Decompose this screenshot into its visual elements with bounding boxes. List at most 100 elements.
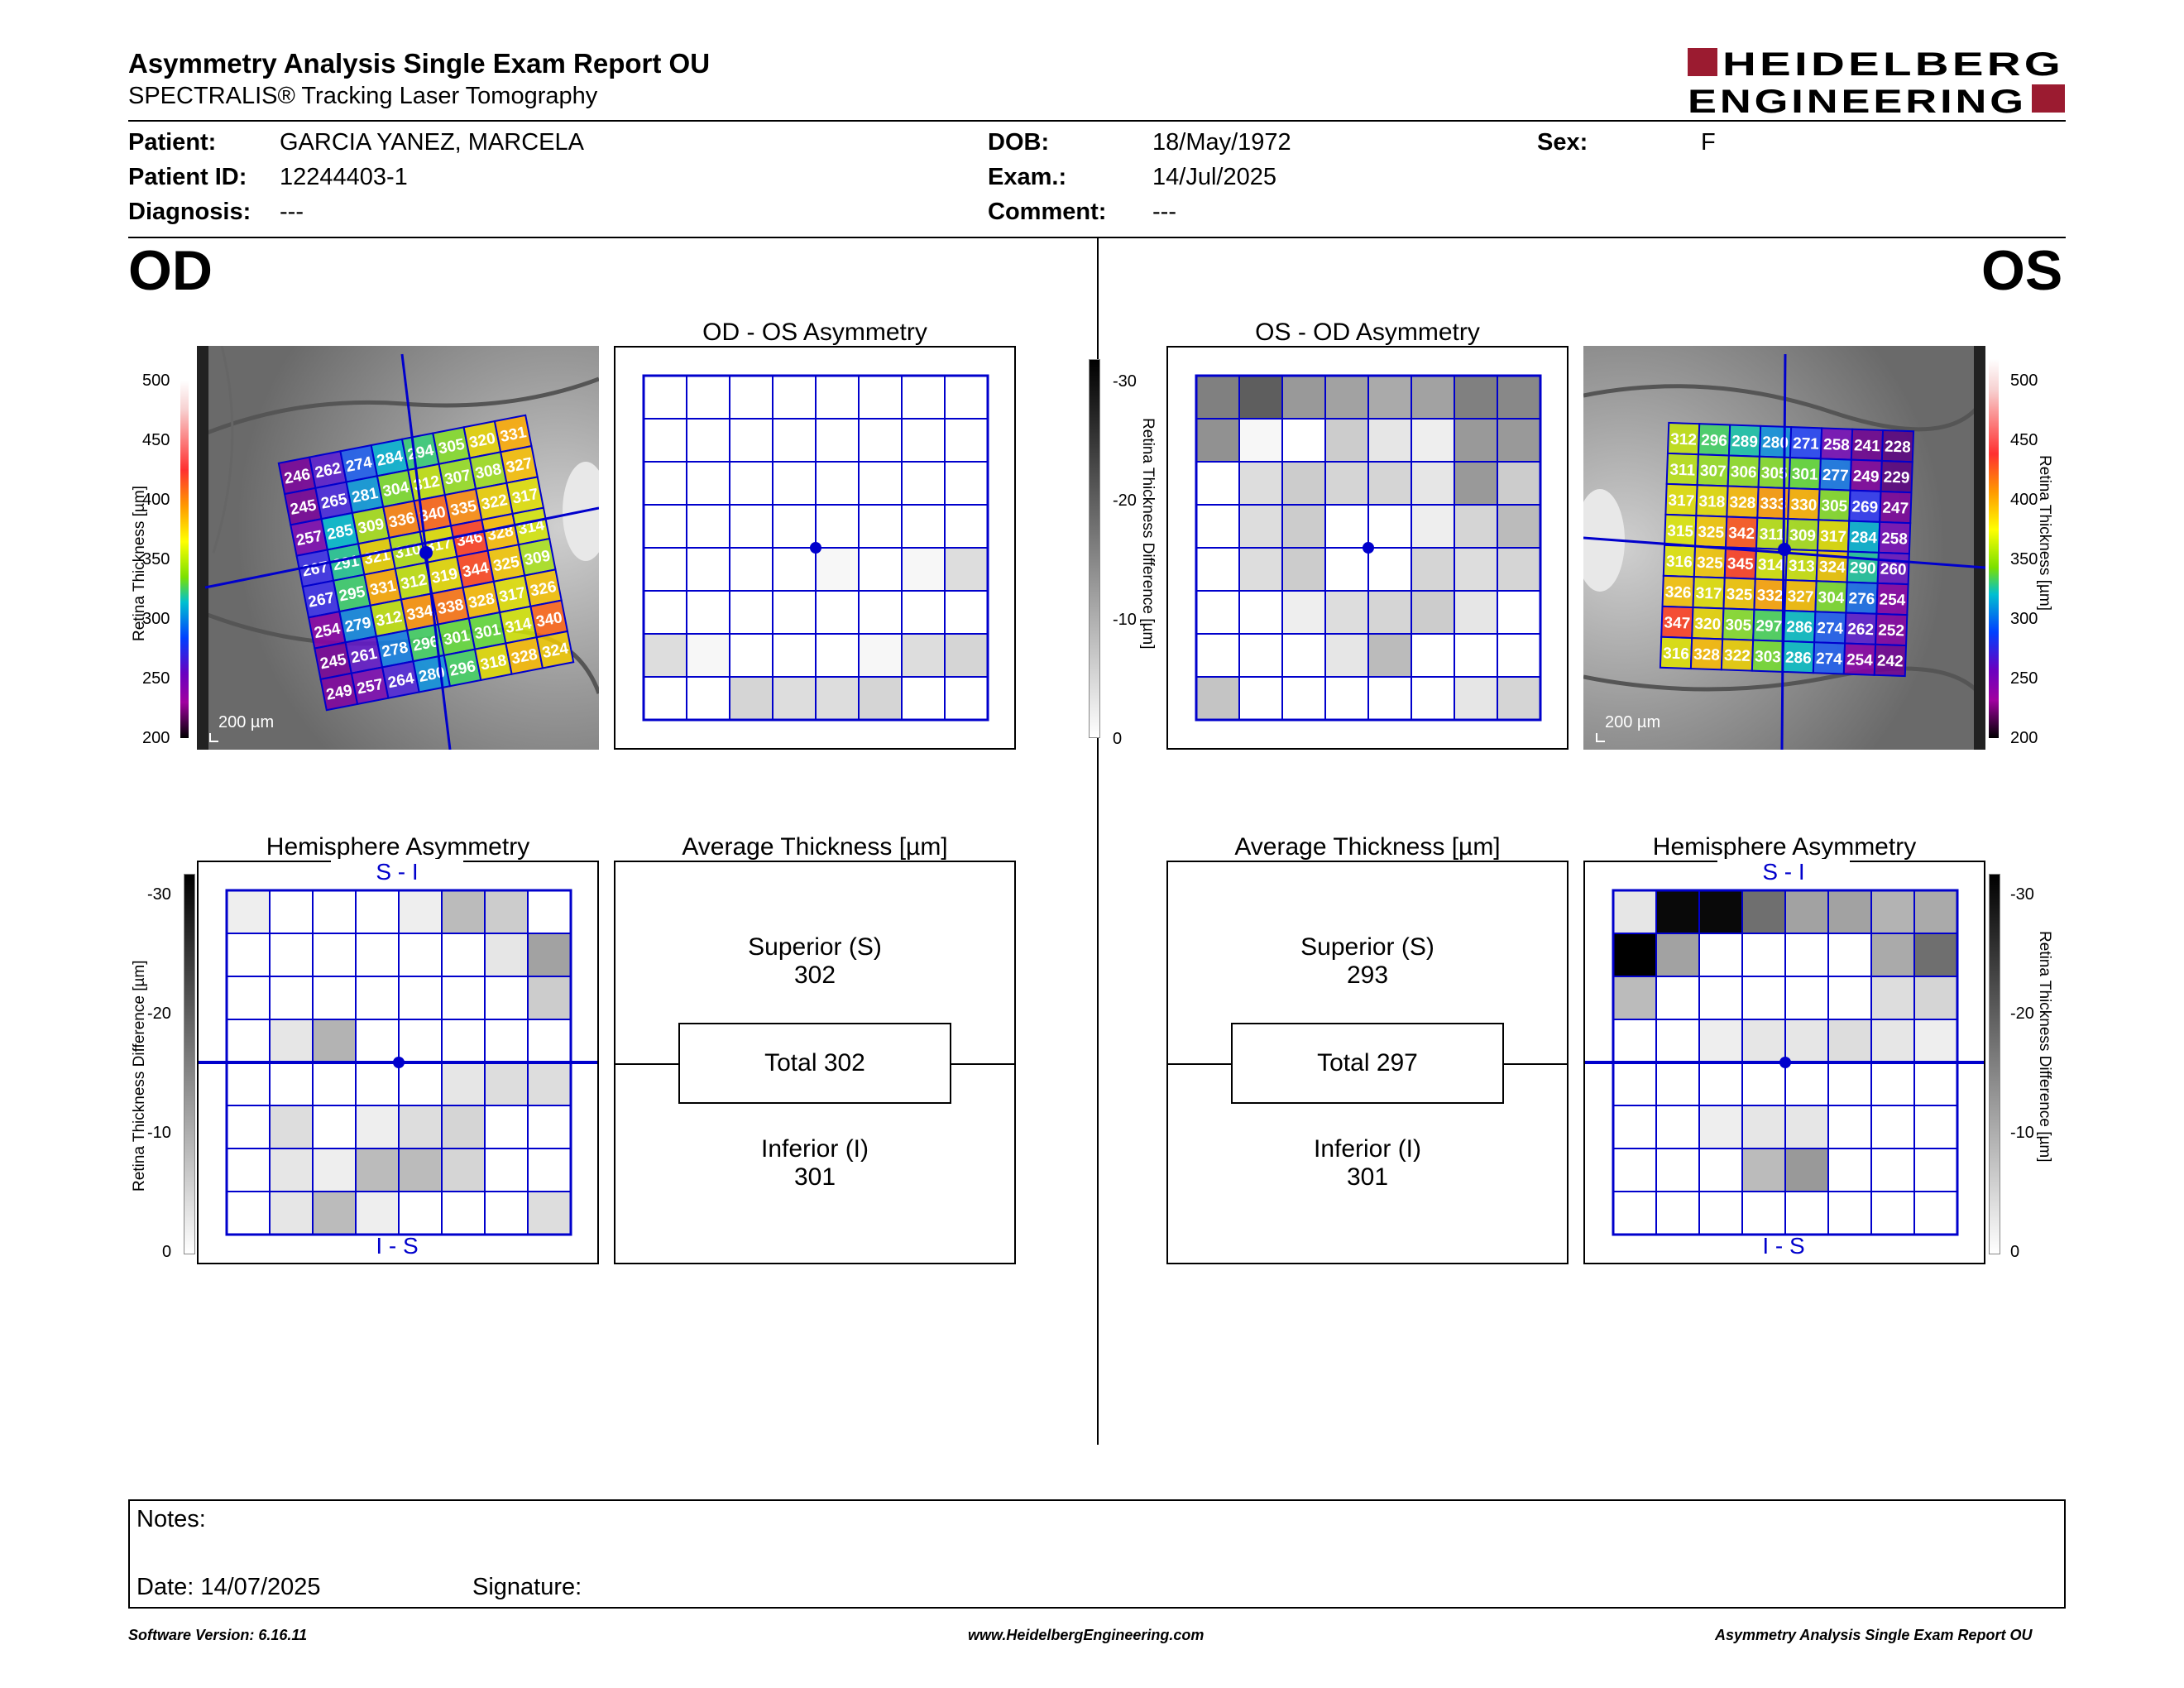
thickness-value: 304 <box>1818 589 1845 607</box>
notes-label: Notes: <box>136 1506 206 1532</box>
asymmetry-cell <box>1367 504 1412 549</box>
asymmetry-cell <box>1367 633 1412 678</box>
od-hemi-tick: 0 <box>162 1243 172 1261</box>
os-hemi-title: Hemisphere Asymmetry <box>1652 833 1917 861</box>
asymmetry-cell <box>1655 1148 1700 1192</box>
asymmetry-cell <box>484 1105 529 1149</box>
thickness-value: 274 <box>1816 650 1843 669</box>
os-superior-value: 293 <box>1346 961 1389 989</box>
od-thk-tick: 400 <box>142 491 170 509</box>
asymmetry-cell <box>1655 1105 1700 1149</box>
asymmetry-cell <box>355 1105 400 1149</box>
asymmetry-cell <box>815 547 860 592</box>
footer-report-name: Asymmetry Analysis Single Exam Report OU <box>1715 1627 2033 1643</box>
asymmetry-cell <box>1741 1191 1786 1235</box>
thickness-value: 305 <box>1725 616 1752 635</box>
center-divider <box>1097 238 1099 1445</box>
asymmetry-cell <box>944 633 989 678</box>
asymmetry-cell <box>1367 375 1412 420</box>
asymmetry-cell <box>1698 890 1743 934</box>
asymmetry-cell <box>944 461 989 506</box>
asymmetry-cell <box>1497 590 1541 635</box>
thickness-value: 303 <box>1755 648 1781 666</box>
od-hemi-panel <box>197 861 599 1264</box>
asymmetry-cell <box>1870 1105 1915 1149</box>
diff-tick: 0 <box>1113 730 1123 748</box>
os-eye-label: OS <box>1981 239 2063 302</box>
asymmetry-cell <box>1324 547 1369 592</box>
asymmetry-cell <box>1410 633 1455 678</box>
asymmetry-cell <box>226 1191 271 1235</box>
od-hemi-title: Hemisphere Asymmetry <box>266 833 530 861</box>
dob-label: DOB: <box>988 129 1050 156</box>
asymmetry-cell <box>772 547 817 592</box>
asymmetry-cell <box>1784 976 1829 1020</box>
asymmetry-cell <box>226 1105 271 1149</box>
asymmetry-cell <box>355 1019 400 1063</box>
asymmetry-cell <box>1324 590 1369 635</box>
thickness-value: 242 <box>1877 652 1904 670</box>
asymmetry-cell <box>1741 933 1786 977</box>
asymmetry-cell <box>729 504 774 549</box>
asymmetry-cell <box>1827 1019 1872 1063</box>
thickness-value: 313 <box>1789 558 1815 576</box>
os-inferior-value: 301 <box>1346 1163 1389 1191</box>
svg-text:ENGINEERING: ENGINEERING <box>1688 84 2027 116</box>
od-avg-title: Average Thickness [µm] <box>682 833 948 861</box>
asymmetry-cell <box>398 1062 443 1106</box>
asymmetry-cell <box>1281 633 1326 678</box>
od-si-label: S - I <box>331 859 463 885</box>
asymmetry-cell <box>1784 1148 1829 1192</box>
asymmetry-cell <box>1784 933 1829 977</box>
asymmetry-cell <box>901 461 946 506</box>
asymmetry-cell <box>226 976 271 1020</box>
asymmetry-cell <box>901 504 946 549</box>
os-hemi-tick: -30 <box>2010 885 2034 904</box>
asymmetry-cell <box>484 1148 529 1192</box>
thickness-value: 269 <box>1851 498 1878 516</box>
asymmetry-cell <box>1913 1019 1958 1063</box>
asymmetry-cell <box>484 1191 529 1235</box>
os-avg-panel: Superior (S) 293 Total 297 Inferior (I) … <box>1166 861 1569 1264</box>
os-hemi-tick: -20 <box>2010 1005 2034 1023</box>
thickness-value: 286 <box>1786 619 1813 637</box>
od-os-asym-panel <box>614 346 1016 750</box>
asymmetry-cell <box>686 461 730 506</box>
os-avg-title: Average Thickness [µm] <box>1234 833 1501 861</box>
asymmetry-cell <box>1698 1148 1743 1192</box>
website-url[interactable]: www.HeidelbergEngineering.com <box>968 1627 1205 1643</box>
asymmetry-cell <box>1612 1062 1657 1106</box>
asymmetry-cell <box>398 976 443 1020</box>
asymmetry-cell <box>1410 504 1455 549</box>
asymmetry-cell <box>1410 418 1455 463</box>
os-thk-tick: 200 <box>2010 729 2038 747</box>
asymmetry-cell <box>1784 890 1829 934</box>
asymmetry-cell <box>312 1191 357 1235</box>
asymmetry-cell <box>1913 1191 1958 1235</box>
asymmetry-cell <box>1281 547 1326 592</box>
notes-box[interactable]: Notes: Date: 14/07/2025 Signature: <box>128 1499 2066 1609</box>
asymmetry-cell <box>1655 1191 1700 1235</box>
asymmetry-cell <box>1281 418 1326 463</box>
asymmetry-cell <box>312 976 357 1020</box>
asymmetry-cell <box>527 1191 572 1235</box>
thickness-value: 301 <box>1791 466 1818 484</box>
asymmetry-cell <box>815 633 860 678</box>
asymmetry-cell <box>312 1105 357 1149</box>
asymmetry-cell <box>269 1148 314 1192</box>
sex-label: Sex: <box>1537 129 1588 156</box>
os-hemi-tick: -10 <box>2010 1124 2034 1142</box>
asymmetry-cell <box>1612 1019 1657 1063</box>
od-thickness-colorbar <box>180 381 189 738</box>
asymmetry-cell <box>441 1062 486 1106</box>
od-thk-tick: 250 <box>142 669 170 688</box>
patient-id: 12244403-1 <box>280 164 408 190</box>
od-avg-panel: Superior (S) 302 Total 302 Inferior (I) … <box>614 861 1016 1264</box>
thickness-cell <box>1873 643 1908 678</box>
asymmetry-cell <box>1195 375 1240 420</box>
asymmetry-cell <box>729 676 774 721</box>
asymmetry-cell <box>729 547 774 592</box>
asymmetry-cell <box>441 1191 486 1235</box>
asymmetry-cell <box>1497 461 1541 506</box>
patient-id-label: Patient ID: <box>128 164 247 190</box>
